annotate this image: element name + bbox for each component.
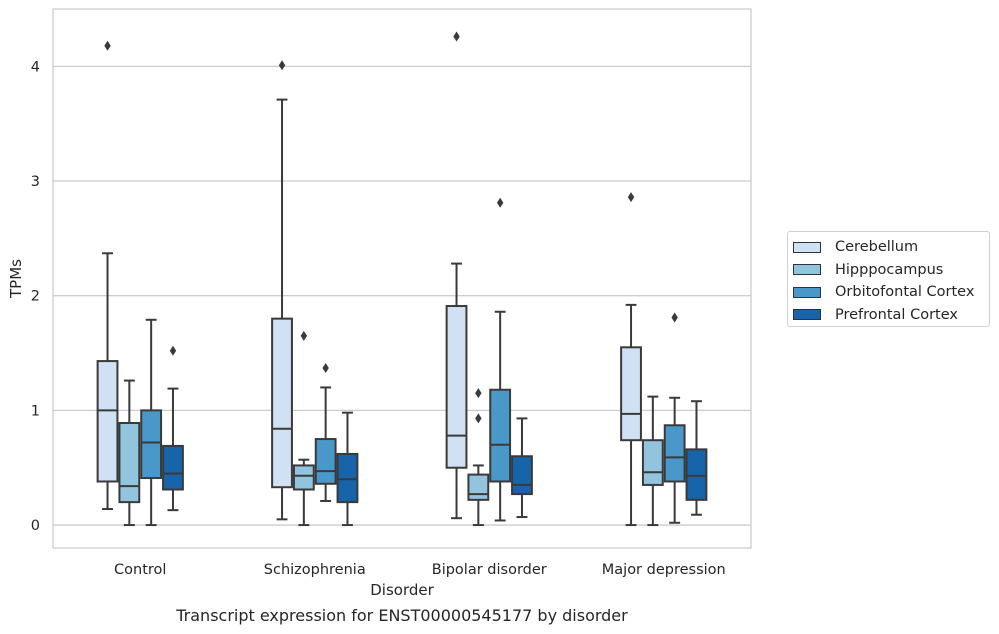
legend-label: Cerebellum (835, 239, 919, 256)
box-iqr (511, 455, 533, 496)
box-iqr (314, 438, 337, 485)
box-prefrontal-cortex (511, 417, 533, 519)
box-iqr (620, 346, 642, 442)
box-orbitofontal-cortex (140, 318, 163, 527)
legend-item: Prefrontal Cortex (793, 304, 989, 327)
legend-label: Orbitofontal Cortex (835, 284, 975, 301)
box-cerebellum (271, 60, 293, 521)
plot-frame (52, 8, 752, 549)
legend-item: Hipppocampus (793, 259, 989, 282)
x-tick-label: Major depression (602, 562, 726, 578)
outlier-point (322, 362, 329, 373)
box-iqr (467, 473, 490, 501)
box-iqr (162, 444, 184, 491)
legend-swatch (793, 264, 821, 276)
outlier-point (627, 192, 635, 203)
x-tick-label: Schizophrenia (264, 562, 366, 578)
box-orbitofontal-cortex (314, 362, 337, 502)
outlier-point (475, 388, 482, 399)
box-iqr (685, 448, 708, 501)
chart-legend: Cerebellum Hipppocampus Orbitofontal Corte… (787, 231, 990, 327)
box-hipppocampus (641, 395, 664, 527)
box-iqr (140, 409, 163, 480)
legend-swatch (793, 286, 821, 298)
y-tick-label: 2 (31, 289, 40, 305)
box-iqr (336, 452, 359, 504)
y-tick-label: 4 (31, 59, 40, 75)
box-cerebellum (445, 31, 468, 520)
box-hipppocampus (118, 379, 141, 527)
outlier-point (104, 40, 111, 51)
x-axis-label: Disorder (370, 581, 434, 599)
box-iqr (641, 439, 664, 486)
box-iqr (271, 317, 293, 489)
outlier-point (169, 345, 177, 356)
outlier-point (278, 60, 286, 71)
y-tick-label: 0 (31, 518, 40, 534)
y-tick-label: 1 (31, 403, 40, 419)
outlier-point (496, 197, 504, 208)
x-tick-label: Bipolar disorder (432, 562, 547, 578)
legend-item: Cerebellum (793, 236, 989, 259)
box-iqr (663, 424, 686, 483)
figure-caption: Transcript expression for ENST0000054517… (176, 606, 628, 625)
legend-label: Prefrontal Cortex (835, 306, 958, 323)
outlier-point (475, 413, 482, 424)
box-hipppocampus (292, 330, 315, 527)
x-tick-label: Control (114, 562, 166, 578)
legend-swatch (793, 309, 821, 321)
box-iqr (96, 360, 119, 483)
box-iqr (118, 421, 141, 504)
box-iqr (489, 388, 512, 483)
box-cerebellum (96, 40, 119, 511)
box-iqr (445, 305, 468, 469)
box-prefrontal-cortex (336, 411, 359, 527)
box-prefrontal-cortex (685, 400, 708, 516)
legend-label: Hipppocampus (835, 261, 944, 278)
box-orbitofontal-cortex (489, 197, 512, 522)
box-prefrontal-cortex (162, 345, 184, 512)
legend-swatch (793, 241, 821, 253)
outlier-point (300, 330, 308, 341)
y-tick-label: 3 (31, 174, 40, 190)
box-orbitofontal-cortex (663, 312, 686, 524)
box-cerebellum (620, 192, 642, 527)
y-axis-label: TPMs (7, 259, 25, 299)
outlier-point (453, 31, 460, 42)
outlier-point (671, 312, 678, 323)
box-hipppocampus (467, 388, 490, 527)
box-iqr (292, 464, 315, 491)
legend-item: Orbitofontal Cortex (793, 281, 989, 304)
